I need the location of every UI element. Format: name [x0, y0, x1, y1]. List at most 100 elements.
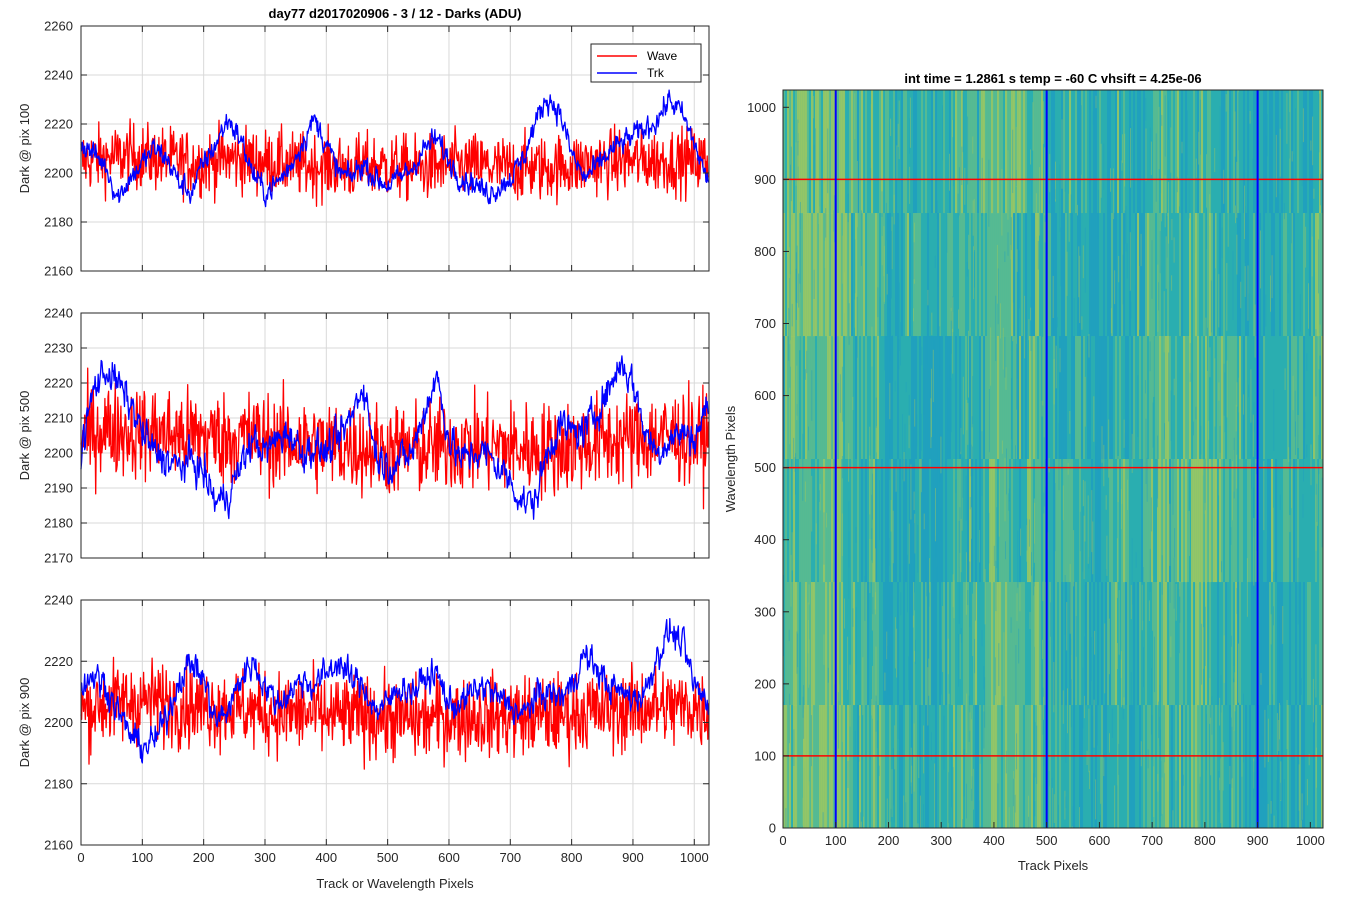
heatmap-cell: [1133, 459, 1136, 583]
heatmap-cell: [847, 90, 850, 214]
heatmap-cell: [1127, 459, 1130, 583]
heatmap-cell: [923, 705, 926, 829]
heatmap-cell: [795, 213, 798, 337]
heatmap-cell: [993, 213, 996, 337]
heatmap-cell: [1123, 336, 1126, 460]
heatmap-cell: [1015, 705, 1018, 829]
heatmap-cell: [1109, 705, 1112, 829]
heatmap-cell: [1107, 336, 1110, 460]
heatmap-cell: [1111, 336, 1114, 460]
heatmap-cell: [1281, 336, 1284, 460]
heatmap-cell: [905, 459, 908, 583]
heatmap-cell: [1267, 459, 1270, 583]
heatmap-cell: [903, 90, 906, 214]
heatmap-cell: [837, 90, 840, 214]
heatmap-cell: [883, 90, 886, 214]
heatmap-cell: [793, 459, 796, 583]
heatmap-cell: [923, 336, 926, 460]
y-tick-label: 2220: [44, 376, 73, 391]
heatmap-cell: [1031, 336, 1034, 460]
heatmap-cell: [1059, 582, 1062, 706]
heatmap-cell: [965, 90, 968, 214]
heatmap-cell: [1123, 459, 1126, 583]
heatmap-cell: [1141, 213, 1144, 337]
heatmap-cell: [871, 213, 874, 337]
x-tick-label: 100: [825, 833, 847, 848]
x-tick-label: 400: [315, 850, 337, 865]
heatmap-cell: [1041, 459, 1044, 583]
heatmap-cell: [1017, 336, 1020, 460]
heatmap-cell: [1197, 459, 1200, 583]
heatmap-cell: [1233, 336, 1236, 460]
heatmap-cell: [1087, 582, 1090, 706]
heatmap-cell: [981, 582, 984, 706]
heatmap-cell: [1131, 582, 1134, 706]
heatmap-cell: [995, 459, 998, 583]
y-tick-label: 2180: [44, 776, 73, 791]
heatmap-cell: [815, 336, 818, 460]
x-tick-label: 900: [622, 850, 644, 865]
heatmap-cell: [1037, 705, 1040, 829]
heatmap-cell: [1311, 90, 1314, 214]
heatmap-cell: [1319, 705, 1322, 829]
heatmap-cell: [879, 336, 882, 460]
heatmap-cell: [903, 336, 906, 460]
heatmap-cell: [1079, 213, 1082, 337]
heatmap-cell: [1213, 459, 1216, 583]
x-tick-label: 300: [254, 850, 276, 865]
heatmap-cell: [1309, 213, 1312, 337]
heatmap-cell: [1267, 336, 1270, 460]
heatmap-cell: [825, 459, 828, 583]
heatmap-cell: [1095, 90, 1098, 214]
heatmap-cell: [875, 582, 878, 706]
heatmap-cell: [1219, 459, 1222, 583]
x-axis-label: Track Pixels: [1018, 858, 1089, 873]
heatmap-cell: [883, 705, 886, 829]
heatmap-cell: [1055, 582, 1058, 706]
heatmap-cell: [791, 705, 794, 829]
heatmap-cell: [1299, 336, 1302, 460]
heatmap-cell: [971, 336, 974, 460]
heatmap-cell: [1009, 582, 1012, 706]
heatmap-cell: [867, 582, 870, 706]
heatmap-cell: [1075, 336, 1078, 460]
heatmap-cell: [1067, 336, 1070, 460]
heatmap-cell: [879, 213, 882, 337]
heatmap-cell: [841, 213, 844, 337]
heatmap-cell: [859, 582, 862, 706]
heatmap-cell: [1077, 90, 1080, 214]
heatmap-cell: [885, 705, 888, 829]
heatmap-cell: [1137, 705, 1140, 829]
heatmap-cell: [985, 705, 988, 829]
heatmap-cell: [1069, 213, 1072, 337]
heatmap-cell: [1077, 459, 1080, 583]
heatmap-cell: [1199, 459, 1202, 583]
heatmap-cell: [937, 213, 940, 337]
heatmap-cell: [1167, 459, 1170, 583]
heatmap-cell: [999, 459, 1002, 583]
heatmap-cell: [937, 582, 940, 706]
heatmap-cell: [897, 90, 900, 214]
heatmap-cell: [825, 705, 828, 829]
heatmap-cell: [801, 336, 804, 460]
heatmap-cell: [1135, 705, 1138, 829]
heatmap-cell: [911, 90, 914, 214]
heatmap-cell: [1001, 213, 1004, 337]
heatmap-cell: [905, 336, 908, 460]
heatmap-cell: [889, 459, 892, 583]
heatmap-cell: [829, 582, 832, 706]
heatmap-cell: [1057, 582, 1060, 706]
heatmap-cell: [799, 459, 802, 583]
heatmap-cell: [911, 582, 914, 706]
heatmap-cell: [1123, 582, 1126, 706]
heatmap-cell: [1165, 213, 1168, 337]
x-tick-label: 400: [983, 833, 1005, 848]
heatmap-cell: [967, 90, 970, 214]
heatmap-cell: [1077, 582, 1080, 706]
heatmap-cell: [1157, 90, 1160, 214]
heatmap-cell: [977, 459, 980, 583]
heatmap-cell: [869, 582, 872, 706]
heatmap-cell: [1043, 90, 1046, 214]
heatmap-cell: [1203, 336, 1206, 460]
heatmap-cell: [797, 459, 800, 583]
